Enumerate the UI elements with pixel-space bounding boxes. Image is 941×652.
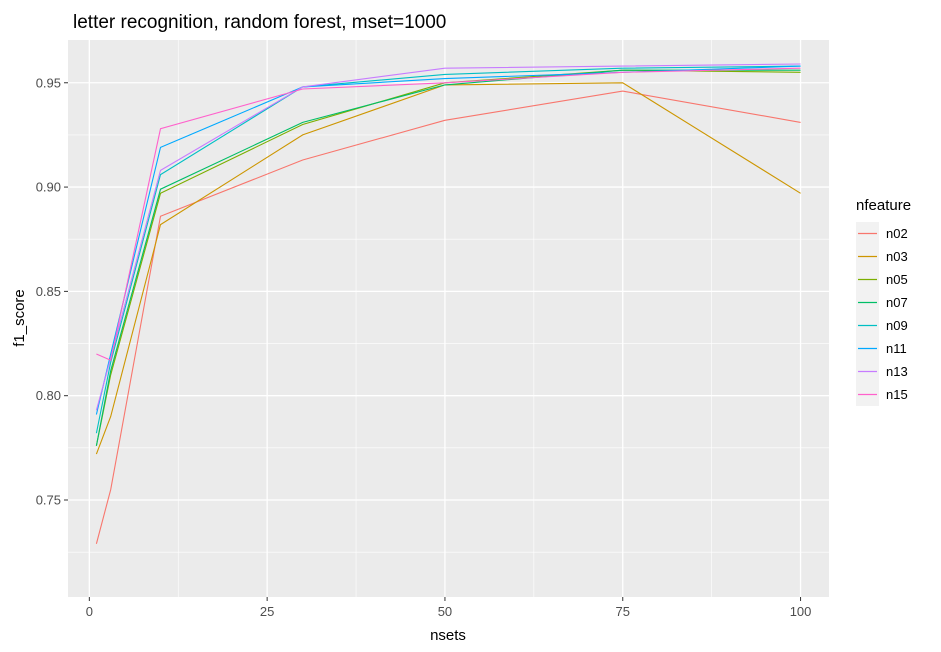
- legend-label-n02: n02: [886, 226, 908, 241]
- legend-label-n11: n11: [886, 341, 907, 356]
- legend: nfeature n02 n03 n05 n07 n09 n11 n13 n15: [856, 197, 911, 406]
- y-axis-title: f1_score: [11, 289, 28, 347]
- x-tick-label: 50: [438, 604, 452, 619]
- x-tick-label: 25: [260, 604, 274, 619]
- series-line-n15: [96, 67, 801, 361]
- series-lines: [95, 63, 801, 544]
- x-axis-ticks: 0 25 50 75 100: [86, 597, 812, 619]
- x-tick-label: 100: [790, 604, 812, 619]
- major-gridlines: [68, 40, 829, 597]
- legend-title: nfeature: [856, 197, 911, 214]
- x-axis-title: nsets: [430, 627, 466, 644]
- legend-label-n15: n15: [886, 387, 908, 402]
- y-tick-label: 0.80: [36, 388, 61, 403]
- series-line-n07: [95, 69, 801, 446]
- series-line-n03: [95, 82, 801, 455]
- y-tick-label: 0.95: [36, 75, 61, 90]
- legend-label-n13: n13: [886, 364, 908, 379]
- minor-gridlines: [68, 40, 829, 597]
- x-tick-label: 75: [616, 604, 630, 619]
- legend-label-n07: n07: [886, 295, 908, 310]
- y-tick-label: 0.75: [36, 492, 61, 507]
- legend-label-n09: n09: [886, 318, 908, 333]
- y-tick-label: 0.90: [36, 180, 61, 195]
- x-tick-label: 0: [86, 604, 93, 619]
- chart-title: letter recognition, random forest, mset=…: [73, 12, 446, 33]
- y-tick-label: 0.85: [36, 284, 61, 299]
- y-axis-ticks: 0.75 0.80 0.85 0.90 0.95: [36, 75, 68, 507]
- legend-label-n03: n03: [886, 249, 908, 264]
- series-line-n02: [95, 90, 801, 544]
- legend-label-n05: n05: [886, 272, 908, 287]
- plot-panel: [68, 40, 829, 597]
